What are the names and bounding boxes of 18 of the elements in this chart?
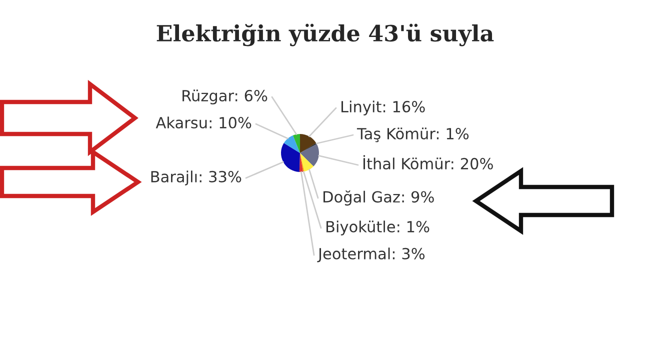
pie-slice: [284, 135, 300, 153]
pie-slice: [300, 144, 319, 166]
slice-label: Rüzgar: 6%: [182, 90, 268, 104]
pie-slice: [300, 142, 317, 153]
chart-title: Elektriğin yüzde 43'ü suyla: [156, 24, 494, 46]
slice-label: Jeotermal: 3%: [317, 248, 425, 262]
slice-label: Biyokütle: 1%: [326, 220, 430, 236]
pie-slice: [300, 134, 316, 153]
slice-label: Barajlı: 33%: [151, 170, 242, 186]
slice-label: İthal Kömür: 20%: [363, 155, 493, 170]
pie-slice: [300, 153, 314, 172]
slice-label: Akarsu: 10%: [156, 116, 252, 128]
slice-label: Linyit: 16%: [342, 100, 425, 116]
slice-label: Doğal Gaz: 9%: [324, 190, 434, 206]
slice-label: Taş Kömür: 1%: [356, 128, 469, 142]
pie-slice: [281, 142, 300, 172]
pie-slice: [299, 153, 303, 172]
pie-slice: [292, 134, 300, 153]
